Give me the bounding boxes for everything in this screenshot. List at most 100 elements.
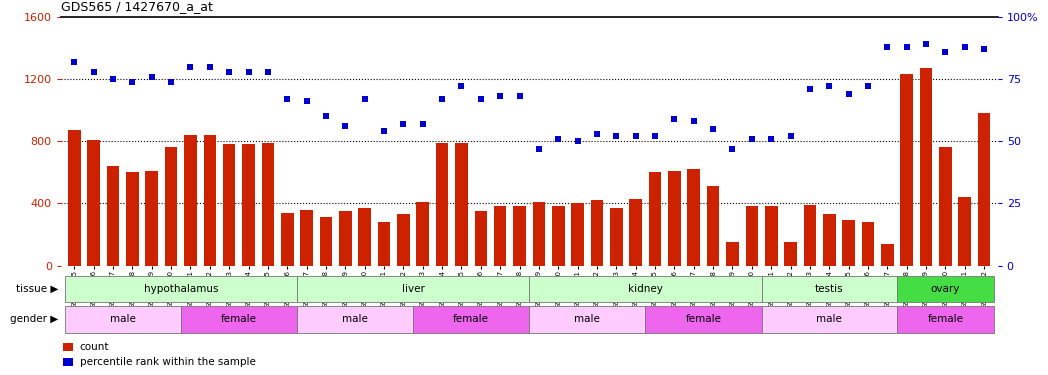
Text: gender ▶: gender ▶ bbox=[10, 314, 59, 324]
Bar bbox=[646, 306, 762, 333]
Bar bbox=[107, 166, 119, 266]
Bar bbox=[745, 207, 758, 266]
Bar bbox=[358, 208, 371, 266]
Bar bbox=[897, 306, 994, 333]
Point bbox=[105, 76, 122, 82]
Text: tissue ▶: tissue ▶ bbox=[17, 284, 59, 294]
Bar bbox=[455, 143, 467, 266]
Text: female: female bbox=[221, 314, 257, 324]
Bar bbox=[377, 222, 390, 266]
Bar bbox=[861, 222, 874, 266]
Bar bbox=[87, 140, 100, 266]
Point bbox=[976, 46, 992, 52]
Text: male: male bbox=[816, 314, 843, 324]
Bar bbox=[920, 68, 933, 266]
Text: male: male bbox=[110, 314, 135, 324]
Point bbox=[395, 121, 412, 127]
Point bbox=[375, 128, 392, 134]
Bar bbox=[591, 200, 604, 266]
Bar bbox=[297, 306, 413, 333]
Point bbox=[647, 133, 663, 139]
Bar bbox=[843, 220, 855, 266]
Text: kidney: kidney bbox=[628, 284, 662, 294]
Bar bbox=[784, 242, 796, 266]
Bar bbox=[978, 113, 990, 266]
Bar bbox=[532, 202, 545, 266]
Bar bbox=[529, 276, 762, 302]
Bar bbox=[397, 214, 410, 266]
Bar bbox=[146, 171, 158, 266]
Bar bbox=[959, 197, 971, 266]
Point bbox=[530, 146, 547, 152]
Point bbox=[918, 41, 935, 47]
Bar bbox=[610, 208, 623, 266]
Text: hypothalamus: hypothalamus bbox=[144, 284, 218, 294]
Text: testis: testis bbox=[815, 284, 844, 294]
Bar bbox=[804, 205, 816, 266]
Bar bbox=[475, 211, 487, 266]
Point bbox=[434, 96, 451, 102]
Bar bbox=[297, 276, 529, 302]
Bar bbox=[669, 171, 681, 266]
Point bbox=[628, 133, 645, 139]
Bar bbox=[823, 214, 835, 266]
Point bbox=[802, 86, 818, 92]
Point bbox=[724, 146, 741, 152]
Point bbox=[124, 78, 140, 84]
Point bbox=[299, 98, 315, 104]
Bar bbox=[552, 207, 565, 266]
Bar bbox=[762, 306, 897, 333]
Bar bbox=[494, 207, 506, 266]
Point bbox=[356, 96, 373, 102]
Text: female: female bbox=[927, 314, 963, 324]
Bar bbox=[939, 147, 952, 266]
Point bbox=[240, 69, 257, 75]
Text: GDS565 / 1427670_a_at: GDS565 / 1427670_a_at bbox=[61, 0, 213, 13]
Point bbox=[337, 123, 354, 129]
Bar bbox=[726, 242, 739, 266]
Bar bbox=[184, 135, 197, 266]
Bar bbox=[68, 130, 81, 266]
Bar bbox=[262, 143, 275, 266]
Point bbox=[201, 64, 218, 70]
Bar bbox=[900, 74, 913, 266]
Bar bbox=[529, 306, 646, 333]
Bar bbox=[897, 276, 994, 302]
Point bbox=[957, 44, 974, 50]
Point bbox=[511, 93, 528, 99]
Point bbox=[743, 136, 760, 142]
Point bbox=[937, 49, 954, 55]
Text: liver: liver bbox=[401, 284, 424, 294]
Bar bbox=[416, 202, 429, 266]
Bar bbox=[181, 306, 297, 333]
Bar bbox=[514, 207, 526, 266]
Text: male: male bbox=[574, 314, 601, 324]
Point bbox=[318, 113, 334, 119]
Bar bbox=[762, 276, 897, 302]
Point bbox=[859, 84, 876, 90]
Bar bbox=[630, 199, 642, 266]
Point bbox=[763, 136, 780, 142]
Bar bbox=[571, 203, 584, 266]
Point bbox=[685, 118, 702, 124]
Point bbox=[453, 84, 470, 90]
Point bbox=[667, 116, 683, 122]
Bar bbox=[765, 207, 778, 266]
Bar bbox=[340, 211, 352, 266]
Bar bbox=[706, 186, 719, 266]
Bar bbox=[223, 144, 236, 266]
Point bbox=[782, 133, 799, 139]
Point bbox=[569, 138, 586, 144]
Point bbox=[260, 69, 277, 75]
Bar bbox=[203, 135, 216, 266]
Text: female: female bbox=[685, 314, 721, 324]
Point bbox=[704, 126, 721, 132]
Bar bbox=[301, 210, 313, 266]
Bar bbox=[281, 213, 293, 266]
Text: ovary: ovary bbox=[931, 284, 960, 294]
Bar bbox=[126, 172, 138, 266]
Point bbox=[66, 58, 83, 64]
Bar bbox=[165, 147, 177, 266]
Point bbox=[879, 44, 896, 50]
Point bbox=[182, 64, 199, 70]
